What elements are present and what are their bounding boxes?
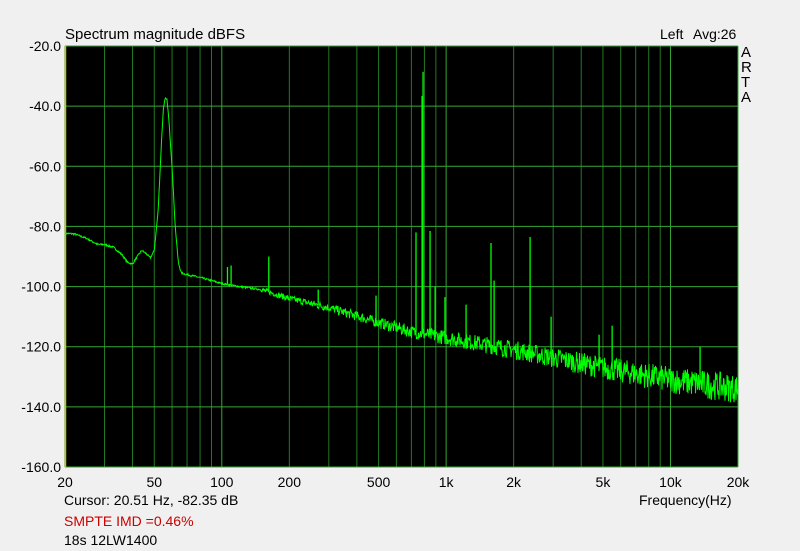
y-tick-label: -60.0 — [29, 158, 61, 174]
cursor-readout: Cursor: 20.51 Hz, -82.35 dB — [64, 492, 239, 508]
plot-area — [65, 46, 738, 467]
average-count: Avg:26 — [693, 26, 737, 42]
y-tick-label: -20.0 — [29, 38, 61, 54]
y-tick-label: -160.0 — [21, 459, 61, 475]
arta-brand-vertical: A R T A — [741, 45, 752, 105]
x-tick-label: 100 — [210, 474, 234, 490]
x-tick-label: 20k — [727, 474, 751, 490]
y-tick-label: -40.0 — [29, 98, 61, 114]
x-tick-label: 50 — [146, 474, 162, 490]
x-tick-label: 2k — [506, 474, 522, 490]
x-tick-label: 10k — [659, 474, 683, 490]
channel-label: Left — [660, 26, 684, 42]
x-axis-label: Frequency(Hz) — [639, 492, 732, 508]
x-tick-label: 1k — [439, 474, 455, 490]
brand-letter: R — [741, 59, 752, 76]
brand-letter: A — [741, 89, 752, 106]
x-tick-label: 20 — [57, 474, 73, 490]
y-tick-label: -140.0 — [21, 399, 61, 415]
y-tick-label: -100.0 — [21, 279, 61, 295]
brand-letter: T — [741, 74, 751, 91]
brand-letter: A — [741, 44, 752, 61]
y-tick-label: -80.0 — [29, 218, 61, 234]
y-tick-label: -120.0 — [21, 339, 61, 355]
chart-title: Spectrum magnitude dBFS — [65, 26, 246, 43]
measurement-note: 18s 12LW1400 — [64, 532, 158, 548]
x-tick-label: 500 — [367, 474, 391, 490]
x-tick-label: 200 — [278, 474, 302, 490]
spectrum-trace — [64, 97, 739, 403]
smpte-imd-readout: SMPTE IMD =0.46% — [64, 513, 194, 529]
x-tick-label: 5k — [596, 474, 612, 490]
